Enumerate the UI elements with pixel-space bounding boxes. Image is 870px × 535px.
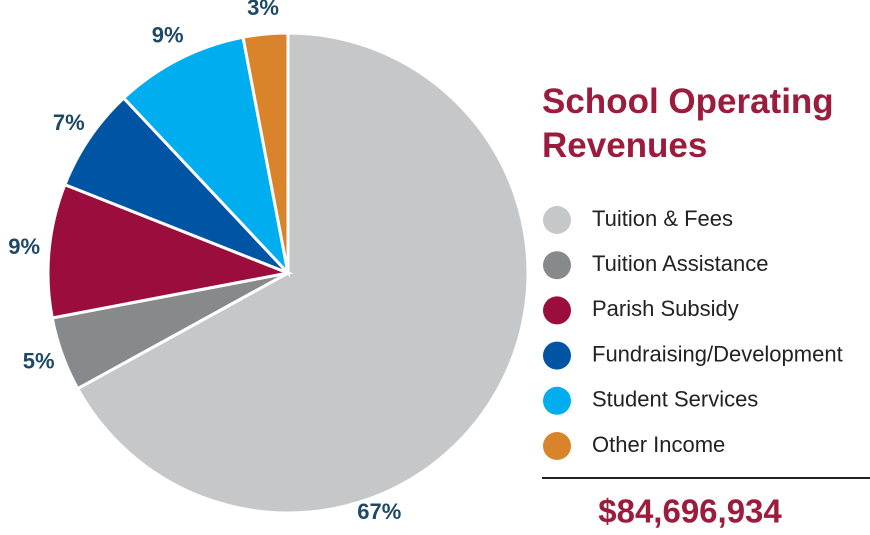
slice-label: 9% [152,23,184,48]
pie-slice [121,35,291,278]
chart-title: School Operating Revenues [542,82,834,165]
pie-slice [62,95,290,275]
slice-label: 7% [53,110,85,135]
legend-swatch [543,341,571,370]
legend-label: Parish Subsidy [592,296,739,321]
slice-label: 3% [247,0,279,20]
legend-swatch [543,296,571,325]
legend-label: Tuition & Fees [592,206,733,231]
slice-label: 67% [357,499,401,524]
legend-label: Tuition Assistance [592,251,769,276]
legend-swatch [543,432,571,460]
slice-label: 5% [23,349,55,374]
legend-swatch [543,251,571,280]
pie-slice [46,182,294,320]
legend-label: Other Income [592,432,725,457]
legend-label: Student Services [592,387,758,412]
legend-swatch [543,206,571,234]
pie-slice [241,31,290,274]
legend-swatch [543,386,571,415]
pie-slice [75,31,530,515]
slice-label: 9% [8,234,40,259]
total: $84,696,934 [598,493,782,530]
legend-label: Fundraising/Development [592,341,843,366]
